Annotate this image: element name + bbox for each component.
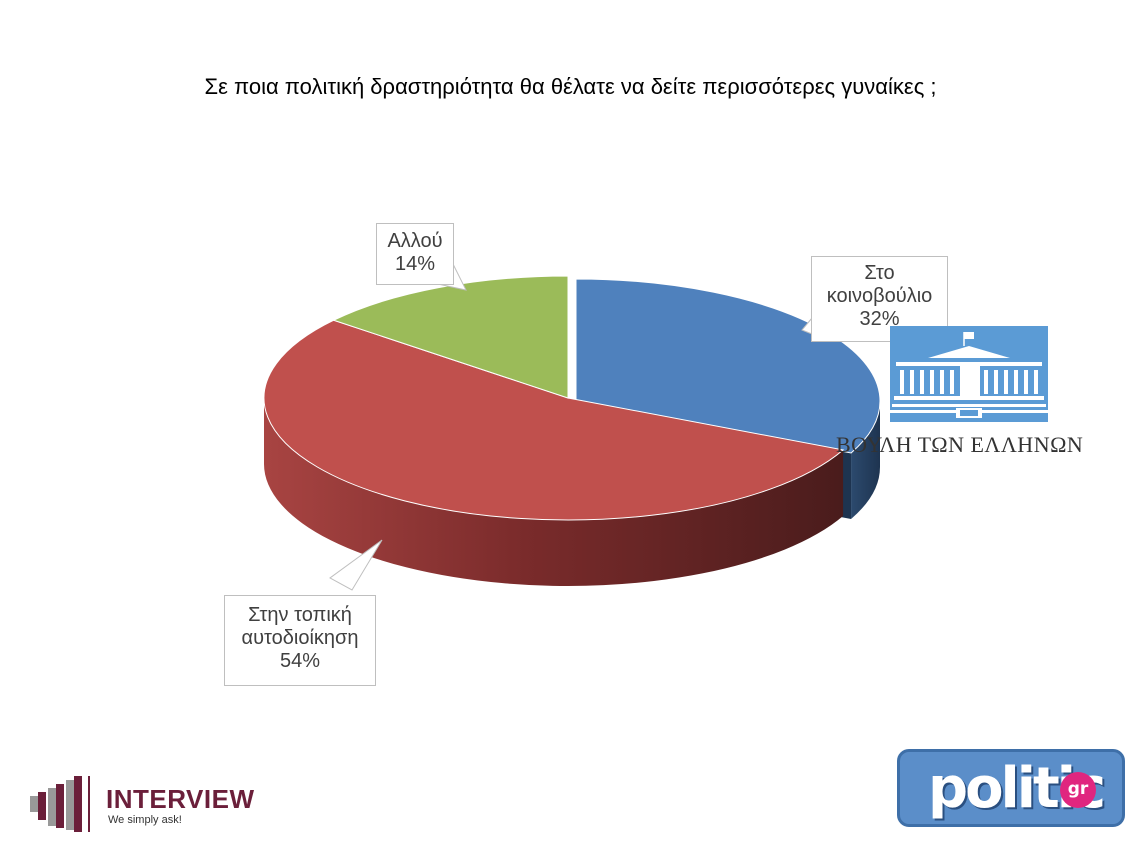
pie-top	[263, 275, 881, 521]
data-label-line: Στο	[864, 262, 895, 284]
politic-logo-badge	[1060, 772, 1096, 808]
pie-slice	[263, 319, 845, 521]
data-label-line: κοινοβούλιο	[826, 285, 933, 307]
leader-local-government	[329, 539, 383, 591]
data-label-line: Στην τοπική	[248, 604, 352, 626]
pie-slice	[332, 275, 569, 399]
data-label-line: Αλλού	[387, 230, 443, 252]
interview-logo-tagline: We simply ask!	[108, 814, 182, 826]
data-label-value: 32%	[859, 308, 900, 330]
interview-logo	[30, 776, 90, 832]
data-label-line: αυτοδιοίκηση	[241, 627, 359, 649]
pie-slice-side	[851, 401, 880, 519]
politic-logo	[897, 749, 1125, 827]
data-label-elsewhere: Αλλού 14%	[376, 223, 454, 285]
interview-logo-name: INTERVIEW	[106, 784, 255, 814]
chart-title: Σε ποια πολιτική δραστηριότητα θα θέλατε…	[204, 74, 937, 99]
parliament-logo	[890, 326, 1048, 422]
data-label-value: 14%	[394, 253, 436, 275]
politic-logo-suffix: gr	[1067, 779, 1089, 799]
pie-slice-side	[264, 398, 844, 586]
data-label-value: 54%	[279, 650, 321, 672]
parliament-logo-text: ΒΟΥΛΗ ΤΩΝ ΕΛΛΗΝΩΝ	[836, 432, 1084, 457]
data-label-local-government: Στην τοπική αυτοδιοίκηση 54%	[224, 595, 376, 686]
